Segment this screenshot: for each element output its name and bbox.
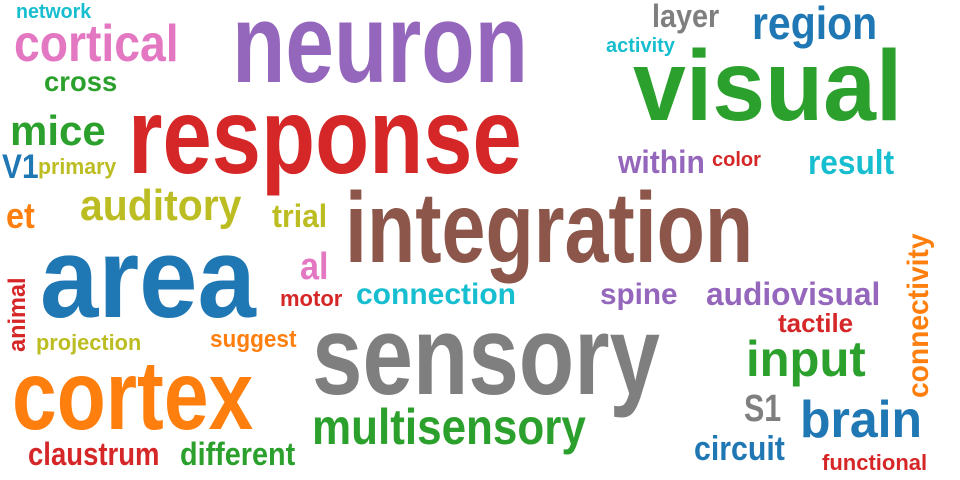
word-s1: S1 — [744, 388, 782, 430]
word-network: network — [16, 1, 92, 23]
word-region: region — [752, 0, 878, 49]
word-cortical: cortical — [14, 15, 179, 73]
word-brain: brain — [800, 391, 923, 449]
word-claustrum: claustrum — [28, 436, 160, 472]
word-mice: mice — [10, 107, 106, 154]
word-different: different — [180, 436, 296, 472]
word-activity: activity — [606, 35, 675, 57]
word-within: within — [618, 144, 705, 180]
word-result: result — [808, 144, 895, 182]
word-cortex: cortex — [12, 340, 254, 450]
word-animal: animal — [4, 277, 31, 352]
word-sensory: sensory — [312, 293, 660, 418]
word-et: et — [6, 195, 35, 236]
word-motor: motor — [280, 286, 343, 311]
word-v1: V1 — [2, 148, 39, 186]
word-spine: spine — [600, 278, 678, 311]
word-visual: visual — [633, 30, 903, 142]
word-neuron: neuron — [232, 0, 529, 106]
word-al: al — [300, 246, 329, 288]
word-functional: functional — [822, 450, 928, 475]
word-circuit: circuit — [694, 430, 785, 468]
word-multisensory: multisensory — [312, 399, 586, 455]
word-projection: projection — [36, 330, 142, 355]
word-response: response — [128, 75, 522, 196]
word-area: area — [40, 215, 256, 342]
word-trial: trial — [272, 198, 328, 234]
word-auditory: auditory — [80, 181, 242, 230]
word-cross: cross — [44, 66, 118, 97]
word-layer: layer — [652, 0, 720, 34]
word-suggest: suggest — [210, 326, 297, 353]
word-audiovisual: audiovisual — [706, 276, 881, 312]
word-input: input — [746, 331, 866, 387]
word-color: color — [712, 149, 761, 171]
word-primary: primary — [38, 154, 117, 179]
word-connection: connection — [356, 278, 517, 311]
word-tactile: tactile — [778, 308, 854, 338]
word-integration: integration — [345, 172, 754, 284]
word-connectivity: connectivity — [902, 233, 935, 398]
